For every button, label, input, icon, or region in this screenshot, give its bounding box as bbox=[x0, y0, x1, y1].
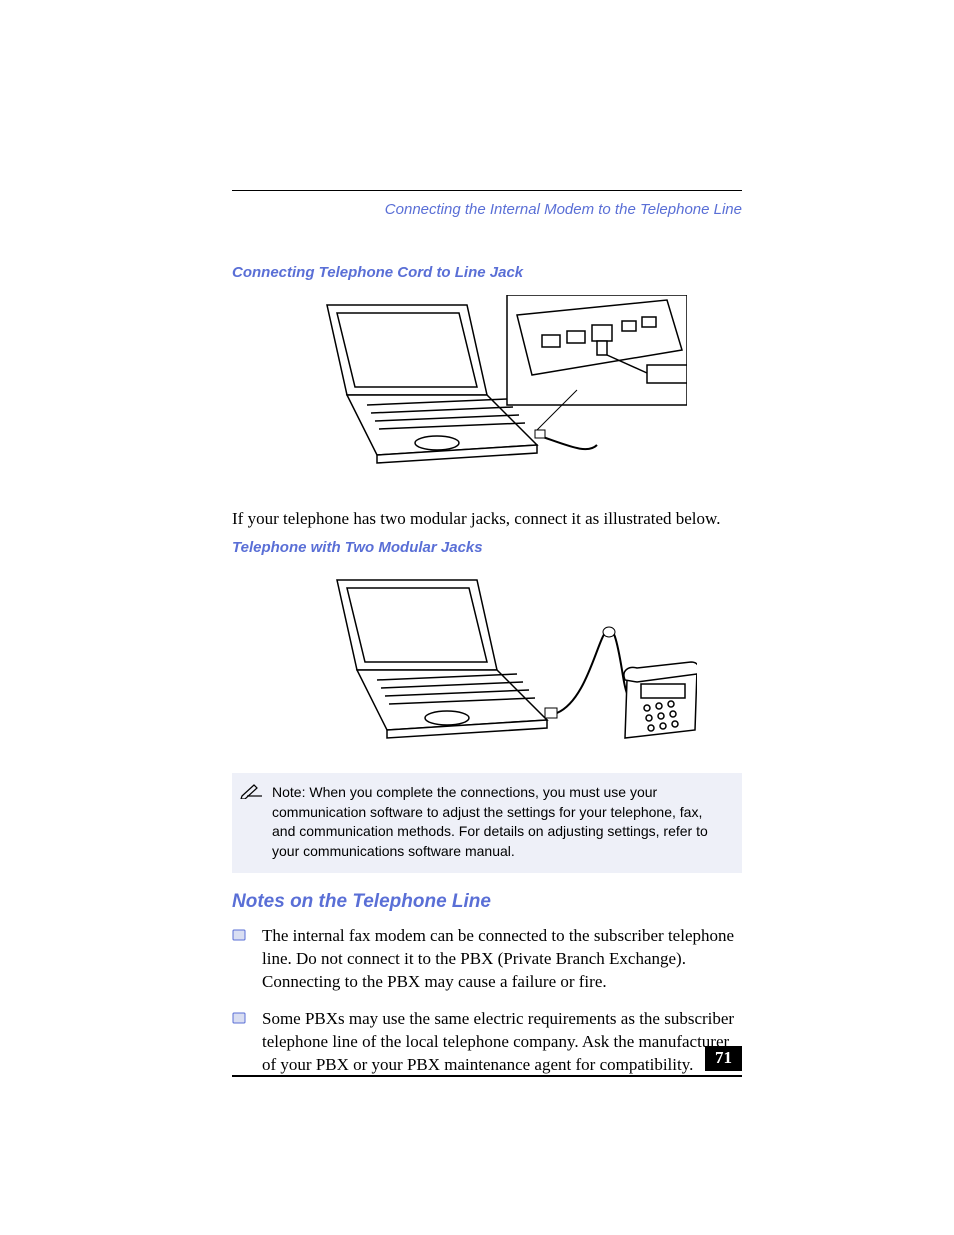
footer-rule bbox=[232, 1075, 742, 1077]
footer: 71 bbox=[232, 1046, 742, 1077]
section-heading: Notes on the Telephone Line bbox=[232, 891, 742, 913]
paragraph-two-jacks: If your telephone has two modular jacks,… bbox=[232, 508, 742, 531]
note-label: Note: bbox=[272, 784, 305, 800]
bullet-icon bbox=[232, 925, 262, 994]
figure2-caption: Telephone with Two Modular Jacks bbox=[232, 539, 742, 556]
figure2-illustration bbox=[232, 570, 742, 755]
page: Connecting the Internal Modem to the Tel… bbox=[0, 0, 954, 1235]
figure1-illustration bbox=[232, 295, 742, 490]
page-number: 71 bbox=[705, 1046, 742, 1071]
list-item: The internal fax modem can be connected … bbox=[232, 925, 742, 994]
note-text: When you complete the connections, you m… bbox=[272, 784, 708, 859]
bullet-text: The internal fax modem can be connected … bbox=[262, 925, 742, 994]
figure1-caption: Connecting Telephone Cord to Line Jack bbox=[232, 264, 742, 281]
note-box: Note: When you complete the connections,… bbox=[232, 773, 742, 873]
running-header: Connecting the Internal Modem to the Tel… bbox=[232, 201, 742, 218]
header-rule bbox=[232, 190, 742, 191]
laptop-linejack-illustration bbox=[287, 295, 687, 485]
laptop-phone-illustration bbox=[277, 570, 697, 750]
note-pencil-icon bbox=[240, 783, 264, 805]
content-column: Connecting the Internal Modem to the Tel… bbox=[232, 190, 742, 1091]
